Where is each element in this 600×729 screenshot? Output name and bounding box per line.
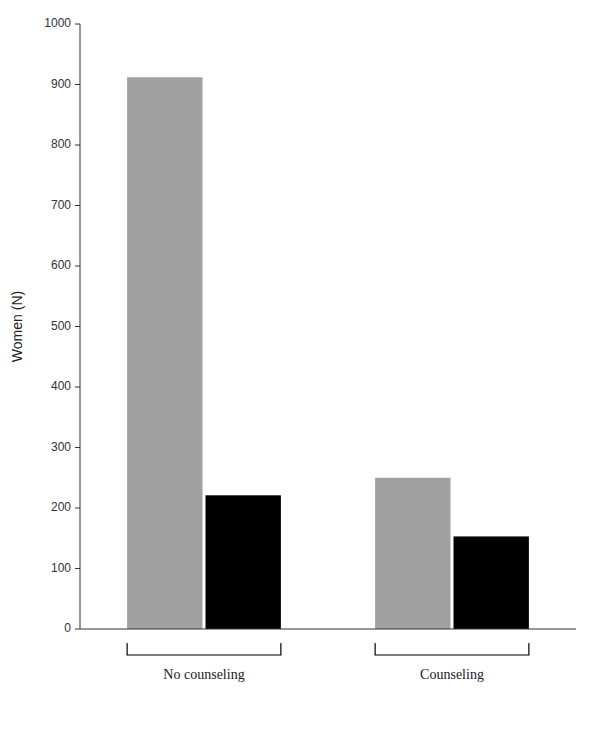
y-axis: 0 100 200 300 400 500 600 700 800 900 1000 [44, 16, 80, 635]
bar [375, 478, 450, 629]
y-tick-label: 600 [51, 258, 71, 272]
y-tick [75, 508, 80, 509]
y-tick [75, 326, 80, 327]
y-tick-label: 0 [64, 621, 71, 635]
y-tick-label: 500 [51, 319, 71, 333]
bars [127, 77, 529, 629]
y-tick [75, 84, 80, 85]
y-axis-label: Women (N) [9, 291, 25, 362]
group-bracket [375, 643, 529, 655]
y-tick-label: 400 [51, 379, 71, 393]
y-tick-label: 700 [51, 198, 71, 212]
y-axis-line [80, 24, 81, 629]
bar [127, 77, 202, 629]
y-tick [75, 629, 80, 630]
y-tick [75, 24, 80, 25]
chart: 0 100 200 300 400 500 600 700 800 900 1000 Women (N… [0, 0, 600, 729]
y-tick [75, 387, 80, 388]
y-tick-label: 1000 [44, 16, 71, 30]
category-label: No counseling [163, 667, 244, 682]
y-tick [75, 266, 80, 267]
y-tick [75, 205, 80, 206]
y-tick-label: 100 [51, 561, 71, 575]
y-tick-label: 800 [51, 137, 71, 151]
y-tick [75, 447, 80, 448]
bar [454, 536, 529, 629]
y-tick-label: 300 [51, 440, 71, 454]
bar [206, 495, 281, 629]
group-bracket [127, 643, 281, 655]
y-tick-label: 200 [51, 500, 71, 514]
x-axis: No counseling Counseling [127, 643, 529, 682]
y-tick [75, 145, 80, 146]
y-tick-label: 900 [51, 77, 71, 91]
y-tick [75, 568, 80, 569]
category-label: Counseling [420, 667, 484, 682]
x-axis-line [80, 629, 576, 630]
